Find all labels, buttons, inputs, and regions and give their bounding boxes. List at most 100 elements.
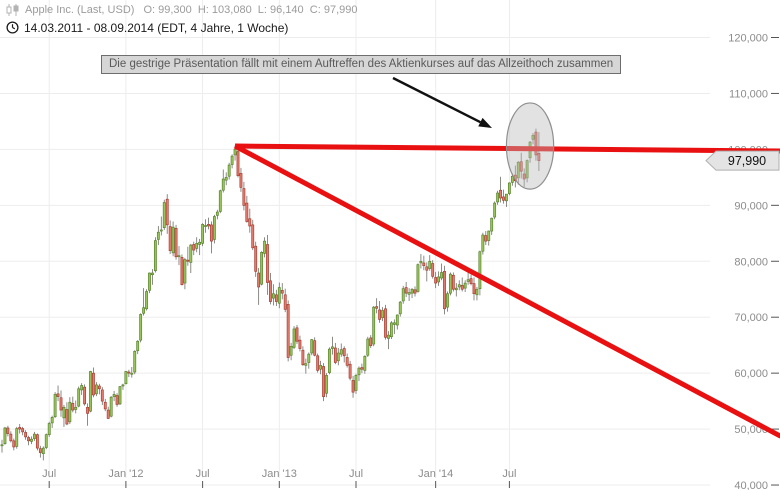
candle-body bbox=[289, 345, 293, 356]
candle-body bbox=[12, 440, 16, 448]
candle-body bbox=[345, 357, 349, 366]
candle-body bbox=[496, 192, 500, 203]
candle-body bbox=[481, 234, 485, 252]
candle-body bbox=[469, 278, 473, 284]
candle-body bbox=[375, 306, 379, 309]
y-axis-label: 90,000 bbox=[734, 200, 768, 212]
candle-body bbox=[263, 240, 266, 254]
candle-body bbox=[260, 252, 264, 285]
candle-body bbox=[109, 396, 113, 417]
candle-body bbox=[369, 337, 373, 347]
trendline-allzeithoch-horizontal[interactable] bbox=[235, 143, 780, 154]
candle-body bbox=[404, 287, 408, 294]
candle-body bbox=[56, 393, 60, 397]
candle-body bbox=[251, 224, 255, 249]
candle-body bbox=[100, 389, 104, 402]
candle-body bbox=[189, 244, 193, 263]
x-axis-label: Jul bbox=[502, 468, 516, 480]
candle-body bbox=[139, 314, 143, 341]
candle-body bbox=[41, 447, 45, 454]
candle-body bbox=[71, 403, 75, 411]
candle-body bbox=[537, 153, 541, 161]
candle-body bbox=[92, 372, 95, 396]
candle-body bbox=[65, 409, 69, 425]
candle-body bbox=[448, 273, 452, 294]
annotation-arrow-head bbox=[478, 117, 492, 128]
candle-body bbox=[266, 244, 269, 283]
candle-body bbox=[168, 226, 172, 251]
candle-body bbox=[213, 216, 216, 240]
candle-body bbox=[136, 340, 140, 352]
candle-body bbox=[460, 285, 464, 290]
candle-body bbox=[466, 279, 470, 282]
candle-body bbox=[174, 227, 178, 258]
candle-body bbox=[342, 348, 346, 357]
candle-body bbox=[24, 432, 28, 438]
candle-body bbox=[62, 406, 66, 419]
trendline-abwaertstrend-diagonal[interactable] bbox=[233, 143, 780, 439]
candle-body bbox=[215, 211, 219, 216]
candle-body bbox=[80, 385, 84, 391]
candle-body bbox=[413, 289, 417, 294]
candle-body bbox=[207, 224, 210, 227]
candle-body bbox=[286, 304, 290, 358]
candle-body bbox=[348, 363, 352, 379]
x-axis-label: Jul bbox=[196, 468, 210, 480]
candle-body bbox=[233, 149, 237, 156]
date-range-label: 14.03.2011 - 08.09.2014 (EDT, 4 Jahre, 1… bbox=[24, 20, 289, 35]
candle-body bbox=[437, 276, 441, 283]
candle-body bbox=[159, 229, 163, 232]
candle-body bbox=[210, 224, 213, 242]
candle-body bbox=[245, 202, 249, 222]
candle-body bbox=[53, 394, 57, 418]
annotation-text-box[interactable]: Die gestrige Präsentation fällt mit eine… bbox=[101, 55, 622, 74]
candle-body bbox=[384, 308, 387, 338]
x-axis-label: Jan '13 bbox=[262, 468, 297, 480]
candle-body bbox=[121, 384, 125, 387]
candle-body bbox=[475, 288, 479, 296]
x-axis-label: Jul bbox=[42, 468, 56, 480]
candle-body bbox=[254, 245, 258, 272]
candle-body bbox=[463, 282, 467, 289]
candle-body bbox=[162, 202, 166, 228]
annotation-arrow-line[interactable] bbox=[392, 76, 481, 124]
candle-body bbox=[304, 363, 308, 366]
instrument-label: Apple Inc. (Last, USD) bbox=[25, 4, 135, 16]
candle-body bbox=[525, 160, 529, 179]
candle-body bbox=[339, 349, 343, 355]
candle-body bbox=[487, 230, 491, 241]
candle-body bbox=[389, 322, 393, 338]
candle-body bbox=[30, 438, 33, 442]
candle-body bbox=[502, 196, 505, 201]
candle-body bbox=[333, 347, 337, 363]
candle-body bbox=[490, 217, 494, 232]
candle-body bbox=[89, 371, 92, 412]
candle-body bbox=[454, 287, 458, 291]
candle-body bbox=[336, 352, 340, 362]
candle-body bbox=[322, 366, 325, 397]
candle-body bbox=[145, 291, 148, 310]
y-axis-label: 70,000 bbox=[734, 312, 768, 324]
candle-body bbox=[38, 448, 42, 453]
candle-body bbox=[298, 339, 302, 349]
candle-body bbox=[21, 428, 25, 433]
annotation-text: Die gestrige Präsentation fällt mit eine… bbox=[109, 58, 614, 70]
candle-body bbox=[295, 327, 299, 342]
candle-body bbox=[192, 244, 196, 251]
candle-body bbox=[357, 367, 361, 376]
candle-body bbox=[151, 272, 154, 275]
y-axis-label: 120,000 bbox=[728, 33, 768, 45]
candle-body bbox=[274, 294, 278, 302]
candle-body bbox=[401, 288, 405, 302]
candle-body bbox=[283, 294, 287, 310]
candle-body bbox=[277, 287, 281, 304]
candle-body bbox=[142, 307, 146, 314]
candle-body bbox=[95, 384, 98, 395]
highlight-ellipse[interactable] bbox=[505, 102, 555, 190]
candle-body bbox=[280, 290, 284, 294]
candle-body bbox=[301, 349, 305, 366]
candle-body bbox=[407, 292, 411, 295]
clock-icon bbox=[6, 21, 19, 34]
candle-body bbox=[516, 161, 520, 179]
